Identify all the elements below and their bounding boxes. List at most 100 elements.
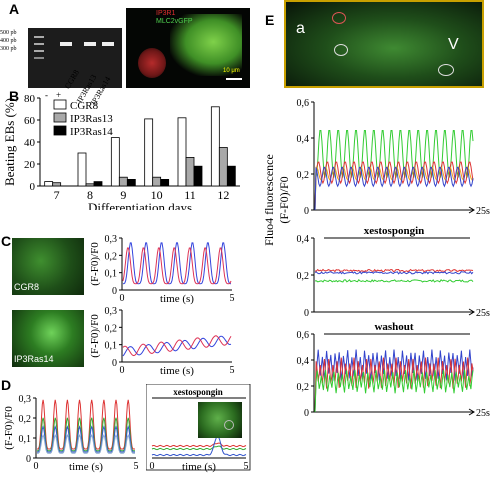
image-tag-ip3r1: IP3R1 [156,10,176,17]
plot-title: xestospongin [364,225,425,237]
y-tick-label: 0 [30,181,36,193]
bar [210,106,220,187]
trace-line [37,433,135,454]
x-axis-label: Differentiation days [88,200,192,210]
y-tick-label: 40 [24,137,36,149]
green-fiber-cluster [170,14,242,76]
gel-marker-400: 400 pb [0,38,17,44]
legend-label: IP3Ras14 [70,126,113,138]
panel-label-c: C [1,233,12,249]
y-tick-label: 0,4 [297,234,310,245]
y-tick-label: 0,1 [19,434,32,445]
x-tick-label: 0 [34,461,39,472]
trace-line [314,369,474,413]
x-axis-end-label: 25s [476,308,490,319]
plot-title: washout [374,322,413,333]
x-tick-label: 0 [120,365,125,376]
trace-line [37,417,135,452]
panel-label-a: A [9,1,20,17]
y-tick-label: 0 [26,454,31,465]
gel-ladder-band [34,43,44,45]
legend-label: CGR8 [70,100,99,112]
y-tick-label: 0 [112,286,117,297]
roi-circle [332,12,346,24]
trace-line [314,268,474,273]
bar [193,165,203,187]
ipras14-image: IP3Ras14 [12,310,84,367]
y-tick-label: 0,3 [105,234,118,245]
gel-band [84,42,96,46]
e-trace-plot-washout: 25s 0,6 0,4 0,2 0 washout [297,322,491,419]
y-tick-label: 60 [24,115,36,127]
bar [85,183,95,187]
bar [144,118,154,187]
bar [44,181,54,187]
heart-image: a V [284,0,484,88]
x-tick-label: 0 [150,461,155,472]
panel-label-b: B [9,88,20,104]
bar [52,182,62,187]
inset-frame [146,384,251,471]
y-tick-label: 0,1 [105,269,118,280]
xestospongin-annotation: xestospongin [173,387,223,397]
x-axis-label: time (s) [160,293,194,305]
x-tick-label: 8 [87,188,93,202]
trace-line [151,445,247,451]
y-tick-label: 0,6 [297,98,310,109]
bar [110,137,120,187]
trace-line [122,335,232,357]
cgr8-image-label: CGR8 [14,282,40,292]
e-ylabel: Fluo4 fluorescence (F-F0)/F0 [262,100,292,300]
x-axis-end-label: 25s [476,206,490,217]
d-inset-image [198,402,242,438]
bar [226,165,236,187]
bar [118,176,128,187]
gel-ladder-band [34,36,44,38]
gel-ladder-band [34,57,44,59]
y-tick-label: 0 [304,408,309,419]
e-trace-plot-control: 25s 0,6 0,4 0,2 0 [297,98,491,217]
bar [177,117,187,187]
y-axis-label: Beating EBs (%) [2,98,17,186]
y-tick-label: 0 [304,206,309,217]
legend-label: IP3Ras13 [70,113,113,125]
trace-line [314,161,474,211]
y-tick-label: 0,1 [105,341,118,352]
y-tick-label: 0,4 [297,356,310,367]
bar [160,179,170,187]
bar [77,152,87,187]
gel-band [60,42,72,46]
x-tick-label: 9 [120,188,126,202]
image-tag-mlc2vgfp: MLC2vGFP [156,18,193,25]
y-tick-label: 0,2 [105,251,118,262]
y-tick-label: 80 [24,93,36,105]
red-cell-blob [138,48,166,78]
y-tick-label: 0,3 [19,394,32,405]
trace-line [122,242,232,285]
heart-image-label-v: V [448,36,459,53]
x-tick-label: 5 [230,293,235,304]
trace-line [37,425,135,453]
d-trace-plot-xestospongin: xestospongin 0 5 time (s) [146,384,251,473]
gel-band [102,42,114,46]
roi-circle [334,44,348,56]
bar [152,176,162,187]
x-tick-label: 5 [244,461,249,472]
y-tick-label: 0,2 [297,170,310,181]
x-tick-label: 11 [184,188,196,202]
e-ylabel-line1: Fluo4 fluorescence [262,154,276,246]
bar [126,179,136,187]
x-axis-arrow [468,308,475,316]
bar [218,147,228,187]
beating-ebs-chart: 0 20 40 60 80 7 8 9 10 11 12 Differentiation days Be… [2,93,240,210]
x-axis-arrow [468,408,475,416]
x-tick-label: 5 [134,461,139,472]
x-axis-end-label: 25s [476,408,490,419]
y-tick-label: 0,2 [297,382,310,393]
x-tick-label: 7 [54,188,60,202]
bar [93,181,103,187]
e-trace-plot-xestospongin: 25s 0,4 0,2 0 xestospongin [297,225,491,319]
bar [185,157,195,187]
y-tick-label: 0,3 [105,306,118,317]
trace-line [151,435,247,457]
